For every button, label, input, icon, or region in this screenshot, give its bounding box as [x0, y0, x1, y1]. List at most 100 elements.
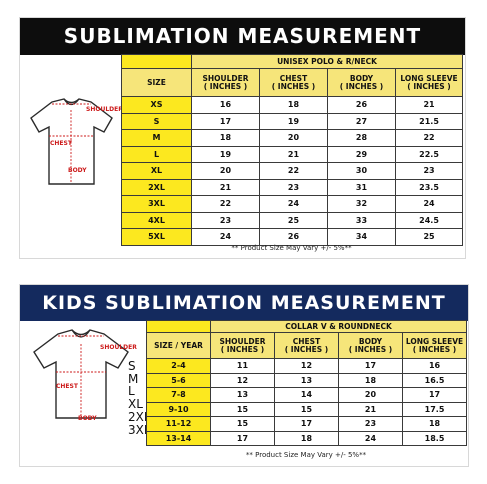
adult-size-table: UNISEX POLO & R/NECK SIZE SHOULDER( INCH… — [121, 54, 464, 246]
kids-col-header-chest: CHEST( INCHES ) — [274, 332, 339, 359]
adult-col-header-shoulder: SHOULDER( INCHES ) — [191, 68, 260, 97]
kids-chart-title: KIDS SUBLIMATION MEASUREMENT — [20, 285, 468, 321]
kids-size-cell: 9-10 — [146, 401, 211, 417]
adult-table-row: 4XL 23 25 33 24.5 — [121, 211, 464, 229]
kids-value-cell: 12 — [210, 372, 275, 388]
adult-value-cell: 24 — [259, 195, 328, 213]
kids-size-cell: 2-4 — [146, 358, 211, 374]
kids-value-cell: 15 — [210, 401, 275, 417]
adult-value-cell: 18 — [191, 129, 260, 147]
kids-value-cell: 20 — [338, 387, 403, 403]
adult-value-cell: 22 — [191, 195, 260, 213]
kids-value-cell: 18 — [274, 430, 339, 446]
kids-value-cell: 18.5 — [401, 430, 468, 446]
adult-value-cell: 28 — [327, 129, 396, 147]
adult-value-cell: 23 — [259, 178, 328, 196]
adult-table-row: L 19 21 29 22.5 — [121, 145, 464, 163]
adult-value-cell: 21 — [394, 96, 464, 114]
kids-size-cell: 13-14 — [146, 430, 211, 446]
adult-value-cell: 26 — [327, 96, 396, 114]
adult-value-cell: 34 — [327, 228, 396, 246]
kids-size-note: ** Product Size May Vary +/- 5%** — [245, 451, 367, 459]
adult-table-row: XL 20 22 30 23 — [121, 162, 464, 180]
kids-value-cell: 17.5 — [401, 401, 468, 417]
kids-value-cell: 24 — [338, 430, 403, 446]
adult-size-note: ** Product Size May Vary +/- 5%** — [231, 244, 352, 252]
kids-value-cell: 16 — [401, 358, 468, 374]
kids-value-cell: 15 — [210, 416, 275, 432]
adult-value-cell: 22.5 — [394, 145, 464, 163]
kids-col-header-long-sleeve: LONG SLEEVE( INCHES ) — [401, 332, 468, 359]
kids-value-cell: 18 — [338, 372, 403, 388]
adult-column-header-row: SIZE SHOULDER( INCHES ) CHEST( INCHES ) … — [121, 68, 464, 97]
adult-value-cell: 16 — [191, 96, 260, 114]
adult-table-row: S 17 19 27 21.5 — [121, 112, 464, 130]
adult-table-row: 5XL 24 26 34 25 — [121, 228, 464, 246]
adult-table-row: XS 16 18 26 21 — [121, 96, 464, 114]
adult-size-cell: S — [121, 112, 192, 130]
adult-col-header-chest: CHEST( INCHES ) — [259, 68, 328, 97]
kids-value-cell: 14 — [274, 387, 339, 403]
kids-size-letter: L — [128, 384, 135, 399]
kids-value-cell: 17 — [338, 358, 403, 374]
kids-shirt-shoulder-label: SHOULDER — [100, 344, 137, 351]
adult-size-header: SIZE — [121, 68, 192, 97]
kids-value-cell: 23 — [338, 416, 403, 432]
kids-size-letter-list: S M L XL 2XL 3XL — [128, 360, 158, 436]
adult-value-cell: 24 — [394, 195, 464, 213]
adult-value-cell: 23.5 — [394, 178, 464, 196]
kids-shirt-body-label: BODY — [78, 415, 97, 422]
kids-value-cell: 17 — [274, 416, 339, 432]
adult-table-row: M 18 20 28 22 — [121, 129, 464, 147]
kids-table-row: 5-6 12 13 18 16.5 — [146, 372, 468, 388]
adult-value-cell: 29 — [327, 145, 396, 163]
kids-size-cell: 5-6 — [146, 372, 211, 388]
adult-size-cell: M — [121, 129, 192, 147]
kids-size-header: SIZE / YEAR — [146, 332, 211, 359]
adult-size-cell: 5XL — [121, 228, 192, 246]
adult-value-cell: 33 — [327, 211, 396, 229]
adult-value-cell: 27 — [327, 112, 396, 130]
adult-shirt-shoulder-label: SHOULDER — [86, 106, 123, 113]
adult-tshirt-diagram-icon — [24, 96, 119, 191]
adult-value-cell: 17 — [191, 112, 260, 130]
adult-size-cell: 3XL — [121, 195, 192, 213]
kids-size-cell: 11-12 — [146, 416, 211, 432]
kids-table-row: 7-8 13 14 20 17 — [146, 387, 468, 403]
adult-size-cell: 2XL — [121, 178, 192, 196]
adult-value-cell: 23 — [191, 211, 260, 229]
adult-value-cell: 23 — [394, 162, 464, 180]
adult-value-cell: 21.5 — [394, 112, 464, 130]
adult-table-row: 2XL 21 23 31 23.5 — [121, 178, 464, 196]
kids-value-cell: 12 — [274, 358, 339, 374]
adult-size-cell: XL — [121, 162, 192, 180]
kids-size-letter: M — [128, 371, 139, 386]
kids-value-cell: 17 — [210, 430, 275, 446]
adult-value-cell: 24 — [191, 228, 260, 246]
kids-size-letter: 2XL — [128, 409, 151, 424]
adult-shirt-body-label: BODY — [68, 167, 87, 174]
adult-value-cell: 22 — [259, 162, 328, 180]
kids-value-cell: 21 — [338, 401, 403, 417]
adult-value-cell: 21 — [259, 145, 328, 163]
adult-shirt-chest-label: CHEST — [50, 140, 72, 147]
kids-value-cell: 11 — [210, 358, 275, 374]
adult-value-cell: 24.5 — [394, 211, 464, 229]
adult-col-header-long-sleeve: LONG SLEEVE( INCHES ) — [394, 68, 464, 97]
adult-size-cell: L — [121, 145, 192, 163]
kids-value-cell: 13 — [274, 372, 339, 388]
adult-chart-title: SUBLIMATION MEASUREMENT — [20, 18, 465, 55]
kids-size-letter: 3XL — [128, 422, 151, 437]
kids-table-row: 13-14 17 18 24 18.5 — [146, 430, 468, 446]
kids-size-letter: S — [128, 359, 136, 373]
adult-size-cell: XS — [121, 96, 192, 114]
kids-column-header-row: SIZE / YEAR SHOULDER( INCHES ) CHEST( IN… — [146, 332, 468, 359]
kids-size-table: COLLAR V & ROUNDNECK SIZE / YEAR SHOULDE… — [146, 320, 468, 446]
kids-group-header: COLLAR V & ROUNDNECK — [209, 320, 468, 333]
adult-value-cell: 31 — [327, 178, 396, 196]
kids-col-header-body: BODY( INCHES ) — [338, 332, 403, 359]
adult-value-cell: 21 — [191, 178, 260, 196]
adult-value-cell: 19 — [259, 112, 328, 130]
adult-value-cell: 22 — [394, 129, 464, 147]
kids-tshirt-diagram-icon — [26, 326, 136, 426]
